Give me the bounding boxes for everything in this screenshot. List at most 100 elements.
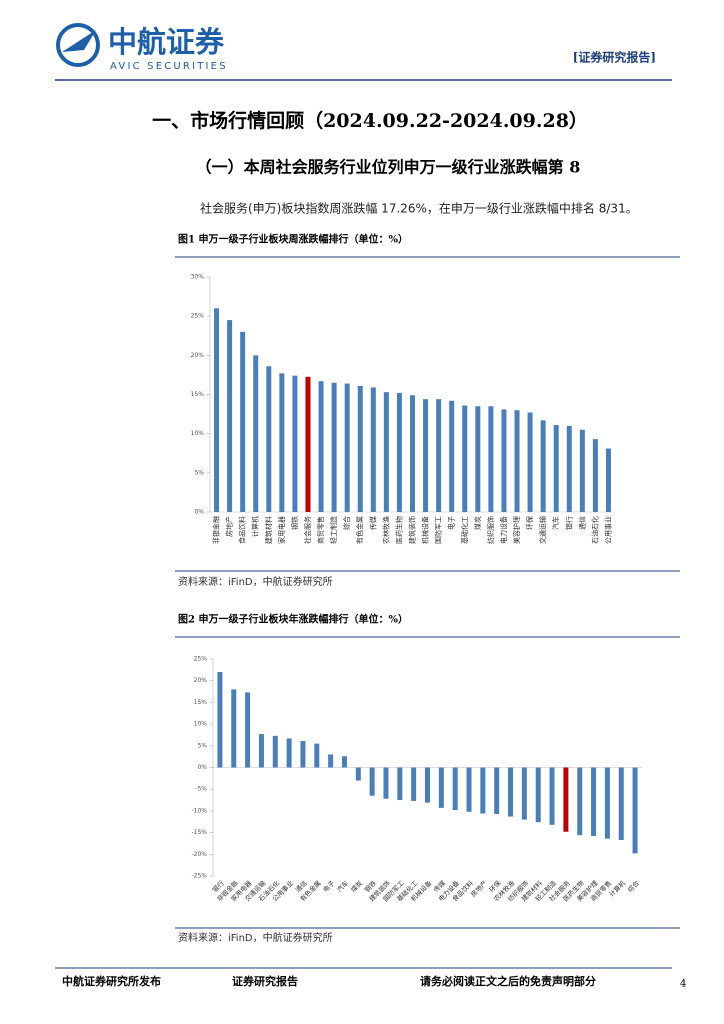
y-tick-label: 5%: [194, 469, 204, 476]
y-tick-label: 25%: [191, 313, 205, 320]
y-tick-label: -20%: [191, 851, 207, 858]
bar: [214, 308, 220, 512]
x-tick-label: 汽车: [335, 878, 351, 894]
bar: [425, 767, 430, 803]
bar: [217, 672, 223, 768]
y-tick-label: 20%: [194, 677, 208, 684]
bar: [279, 373, 285, 512]
bar: [549, 767, 555, 825]
page-number: 4: [680, 979, 686, 990]
bar: [331, 382, 337, 512]
x-tick-label: 有色金属: [355, 516, 364, 544]
bar: [328, 754, 334, 768]
bar: [579, 429, 585, 512]
x-tick-label: 环保: [525, 516, 534, 530]
x-tick-label: 美容护理: [512, 516, 521, 544]
x-tick-label: 纺织服饰: [486, 516, 495, 544]
bar: [383, 767, 389, 799]
bar: [577, 767, 583, 836]
bar: [253, 355, 259, 512]
bar: [604, 767, 610, 839]
x-tick-label: 农林牧渔: [381, 516, 390, 544]
bar: [423, 399, 429, 512]
bar: [231, 689, 237, 768]
x-tick-label: 建筑材料: [264, 516, 273, 544]
bar: [258, 734, 264, 768]
y-tick-label: 0%: [197, 764, 207, 771]
x-tick-label: 轻工制造: [329, 516, 338, 544]
bar: [480, 767, 486, 814]
figure-title: 图2 申万一级子行业板块年涨跌幅排行（单位：%）: [178, 613, 408, 626]
bar: [355, 767, 361, 781]
bar: [508, 767, 514, 817]
x-tick-label: 食品饮料: [238, 516, 247, 544]
bar: [436, 399, 442, 512]
logo-ring: [56, 23, 100, 67]
bar: [462, 405, 468, 512]
x-tick-label: 非银金融: [212, 516, 221, 544]
bar: [318, 381, 324, 512]
y-tick-label: -5%: [195, 786, 207, 793]
x-tick-label: 综合: [625, 878, 641, 894]
x-tick-label: 汽车: [551, 516, 560, 530]
x-tick-label: 综合: [342, 516, 351, 530]
x-tick-label: 煤炭: [473, 516, 482, 530]
bar: [591, 767, 597, 837]
bar: [344, 383, 350, 512]
bar: [383, 392, 389, 512]
bar: [535, 767, 541, 823]
x-tick-label: 医药生物: [394, 516, 403, 544]
y-tick-label: 0%: [194, 509, 204, 516]
bar: [292, 375, 298, 512]
x-tick-label: 计算机: [607, 878, 628, 899]
logo-en: AVIC SECURITIES: [110, 61, 228, 72]
bar: [553, 425, 559, 512]
bar: [452, 767, 458, 811]
bar: [227, 320, 233, 512]
y-tick-label: 10%: [194, 721, 208, 728]
bar: [314, 743, 320, 768]
x-tick-label: 石油石化: [590, 516, 599, 544]
bar: [369, 767, 375, 796]
figure-source: 资料来源：iFinD，中航证券研究所: [178, 575, 333, 588]
y-tick-label: 20%: [191, 352, 205, 359]
bar: [521, 767, 527, 820]
bar: [488, 406, 494, 512]
bar: [605, 448, 611, 512]
sub-heading: （一）本周社会服务行业位列申万一级行业涨跌幅第 8: [196, 158, 581, 177]
x-tick-label: 煤炭: [349, 878, 365, 894]
bar: [411, 767, 417, 801]
x-tick-label: 公用事业: [603, 516, 612, 544]
logo-plane: [62, 30, 96, 52]
bar: [341, 756, 347, 768]
x-tick-label: 银行: [564, 516, 573, 530]
bar: [397, 767, 403, 801]
section-heading: 一、市场行情回顾（2024.09.22-2024.09.28）: [152, 109, 588, 132]
bar: [300, 741, 306, 768]
x-tick-label: 商贸零售: [316, 516, 325, 544]
bar: [240, 331, 246, 512]
bar: [370, 387, 376, 512]
logo-text: 中航证券: [108, 25, 225, 59]
bar: [566, 425, 572, 512]
bar: [357, 385, 363, 512]
report-tag: [证券研究报告]: [573, 50, 656, 65]
figure-title: 图1 申万一级子行业板块周涨跌幅排行（单位：%）: [178, 233, 408, 246]
footer-middle: 证券研究报告: [232, 974, 298, 988]
paragraph: 社会服务(申万)板块指数周涨跌幅 17.26%，在申万一级行业涨跌幅中排名 8/…: [200, 201, 638, 216]
x-tick-label: 房地产: [225, 516, 234, 537]
y-tick-label: 10%: [191, 430, 205, 437]
bar: [494, 767, 500, 814]
bar: [540, 420, 546, 512]
footer-right: 请务必阅读正文之后的免责声明部分: [420, 974, 596, 988]
y-tick-label: 25%: [194, 656, 208, 663]
x-tick-label: 电子: [447, 516, 456, 530]
figure-source: 资料来源：iFinD，中航证券研究所: [178, 931, 333, 944]
bar: [618, 767, 624, 840]
x-tick-label: 房地产: [469, 878, 490, 899]
bar: [286, 738, 292, 768]
x-tick-label: 基础化工: [460, 516, 469, 544]
bar: [501, 409, 507, 512]
bar: [514, 410, 520, 512]
